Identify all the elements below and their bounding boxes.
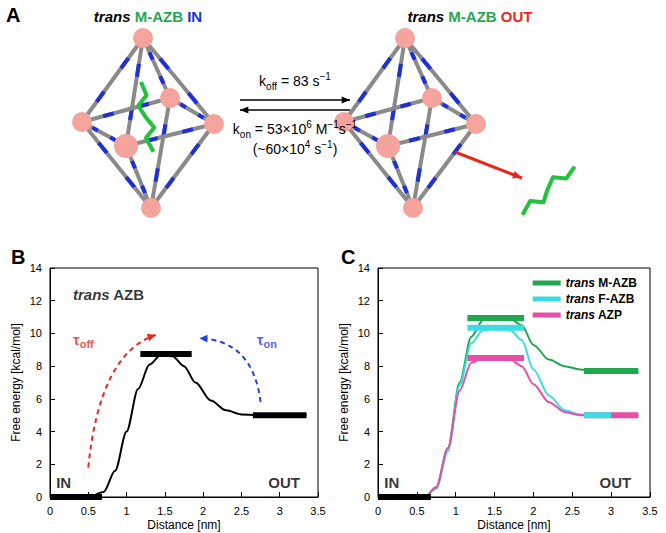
svg-text:12: 12 bbox=[358, 295, 370, 307]
svg-text:0: 0 bbox=[375, 505, 381, 517]
svg-text:8: 8 bbox=[364, 360, 370, 372]
svg-text:3: 3 bbox=[608, 505, 614, 517]
svg-text:8: 8 bbox=[36, 360, 42, 372]
svg-text:trans: trans bbox=[73, 286, 110, 303]
svg-text:kon = 53×106 M−1s−1: kon = 53×106 M−1s−1 bbox=[233, 119, 358, 140]
svg-text:2: 2 bbox=[36, 458, 42, 470]
svg-text:1.5: 1.5 bbox=[487, 505, 502, 517]
svg-text:10: 10 bbox=[30, 327, 42, 339]
svg-text:trans M-AZB OUT: trans M-AZB OUT bbox=[407, 8, 532, 25]
svg-text:2: 2 bbox=[200, 505, 206, 517]
svg-text:OUT: OUT bbox=[268, 474, 300, 491]
svg-text:0: 0 bbox=[47, 505, 53, 517]
svg-text:trans: trans bbox=[566, 292, 596, 306]
svg-text:AZB: AZB bbox=[110, 286, 145, 303]
svg-text:0: 0 bbox=[36, 491, 42, 503]
svg-text:2: 2 bbox=[364, 458, 370, 470]
svg-text:Free energy [kcal/mol]: Free energy [kcal/mol] bbox=[337, 323, 351, 442]
svg-text:0.5: 0.5 bbox=[81, 505, 96, 517]
svg-text:2.5: 2.5 bbox=[234, 505, 249, 517]
svg-text:Distance [nm]: Distance [nm] bbox=[147, 518, 220, 532]
svg-text:2.5: 2.5 bbox=[565, 505, 580, 517]
svg-text:12: 12 bbox=[30, 295, 42, 307]
svg-text:F-AZB: F-AZB bbox=[595, 292, 635, 306]
svg-text:1: 1 bbox=[124, 505, 130, 517]
svg-text:AZP: AZP bbox=[595, 308, 622, 322]
svg-text:3.5: 3.5 bbox=[310, 505, 325, 517]
svg-text:A: A bbox=[6, 4, 20, 26]
svg-text:2: 2 bbox=[530, 505, 536, 517]
svg-text:koff = 83 s−1: koff = 83 s−1 bbox=[259, 71, 331, 92]
svg-text:trans: trans bbox=[566, 308, 596, 322]
svg-text:τ: τ bbox=[256, 331, 264, 349]
svg-text:0.5: 0.5 bbox=[409, 505, 424, 517]
svg-text:3: 3 bbox=[277, 505, 283, 517]
svg-text:M-AZB: M-AZB bbox=[595, 276, 637, 290]
svg-text:6: 6 bbox=[364, 393, 370, 405]
svg-text:OUT: OUT bbox=[599, 474, 631, 491]
svg-text:C: C bbox=[341, 246, 355, 268]
svg-text:τ: τ bbox=[73, 331, 80, 349]
svg-text:3.5: 3.5 bbox=[642, 505, 657, 517]
svg-text:(~60×104 s−1): (~60×104 s−1) bbox=[253, 139, 338, 157]
svg-text:10: 10 bbox=[358, 327, 370, 339]
svg-text:4: 4 bbox=[364, 426, 370, 438]
svg-text:6: 6 bbox=[36, 393, 42, 405]
svg-text:trans M-AZB IN: trans M-AZB IN bbox=[94, 8, 202, 25]
svg-text:IN: IN bbox=[384, 474, 399, 491]
svg-text:0: 0 bbox=[364, 491, 370, 503]
svg-text:14: 14 bbox=[30, 262, 42, 274]
svg-text:Distance [nm]: Distance [nm] bbox=[477, 518, 550, 532]
svg-text:1.5: 1.5 bbox=[157, 505, 172, 517]
svg-text:off: off bbox=[80, 338, 94, 350]
svg-text:4: 4 bbox=[36, 426, 42, 438]
svg-text:B: B bbox=[11, 246, 25, 268]
svg-text:1: 1 bbox=[453, 505, 459, 517]
svg-text:trans: trans bbox=[566, 276, 596, 290]
svg-text:14: 14 bbox=[358, 262, 370, 274]
svg-text:Free energy [kcal/mol]: Free energy [kcal/mol] bbox=[9, 323, 23, 442]
svg-text:IN: IN bbox=[56, 474, 71, 491]
svg-text:on: on bbox=[263, 338, 277, 350]
